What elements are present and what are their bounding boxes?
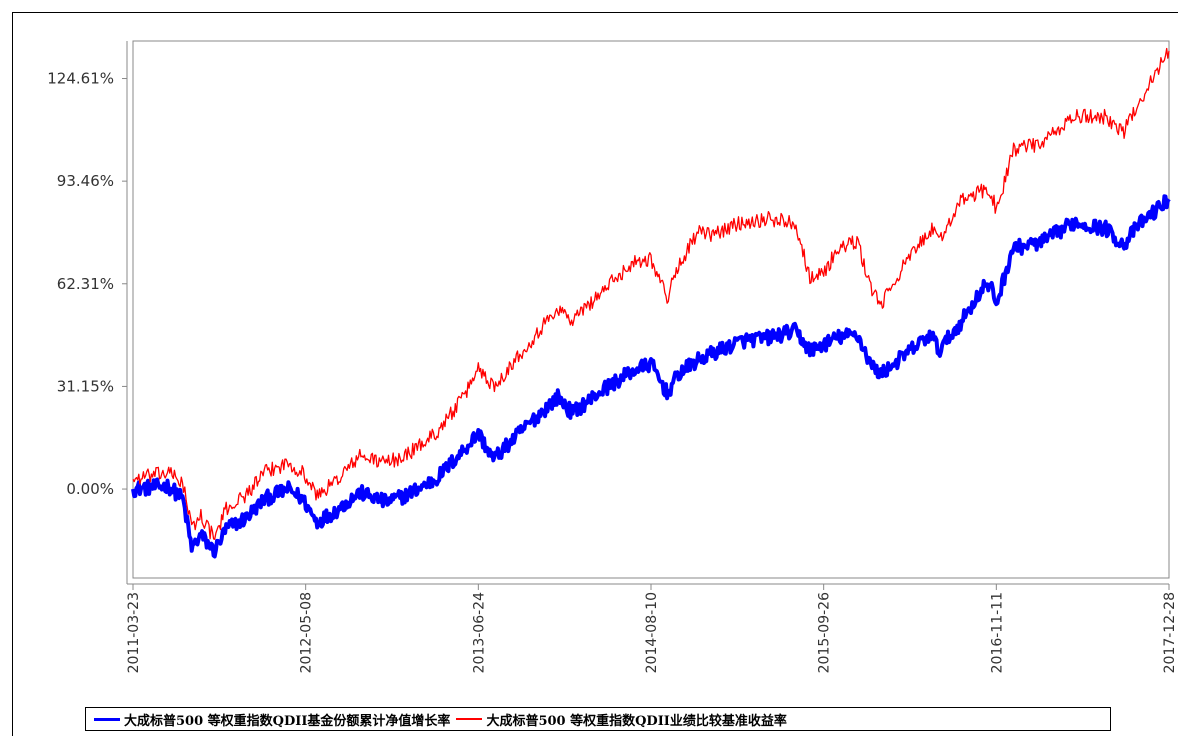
y-axis-ticks: 124.61% 93.46% 62.31% 31.15% 0.00% — [47, 70, 127, 498]
legend-label-benchmark: 大成标普500 等权重指数QDII业绩比较基准收益率 — [486, 713, 787, 729]
legend-label-nav-growth: 大成标普500 等权重指数QDII基金份额累计净值增长率 — [124, 713, 451, 729]
y-tick-label: 0.00% — [66, 480, 114, 498]
y-tick-label: 93.46% — [57, 172, 114, 190]
legend-swatch-red — [456, 718, 483, 720]
legend-item-benchmark: 大成标普500 等权重指数QDII业绩比较基准收益率 — [456, 710, 787, 729]
x-tick-label: 2016-11-11 — [989, 592, 1005, 673]
x-tick-label: 2013-06-24 — [471, 592, 487, 673]
y-tick-label: 31.15% — [57, 377, 114, 395]
series-line-nav-growth — [131, 194, 1171, 559]
x-axis-ticks: 2011-03-23 2012-05-08 2013-06-24 2014-08-10… — [126, 584, 1178, 673]
x-tick-label: 2012-05-08 — [299, 592, 315, 673]
series-lines — [131, 47, 1171, 559]
legend-swatch-blue — [94, 717, 120, 721]
x-tick-label: 2017-12-28 — [1162, 592, 1178, 673]
chart-legend: 大成标普500 等权重指数QDII基金份额累计净值增长率 大成标普500 等权重… — [85, 707, 1111, 731]
y-tick-label: 62.31% — [57, 275, 114, 293]
chart-frame — [12, 12, 1178, 736]
y-tick-label: 124.61% — [47, 70, 114, 88]
x-tick-label: 2015-09-26 — [817, 592, 833, 673]
legend-item-nav-growth: 大成标普500 等权重指数QDII基金份额累计净值增长率 — [94, 710, 450, 729]
plot-area — [132, 40, 1170, 579]
x-tick-label: 2011-03-23 — [126, 592, 142, 673]
x-tick-label: 2014-08-10 — [644, 592, 660, 673]
series-line-benchmark — [132, 47, 1170, 540]
